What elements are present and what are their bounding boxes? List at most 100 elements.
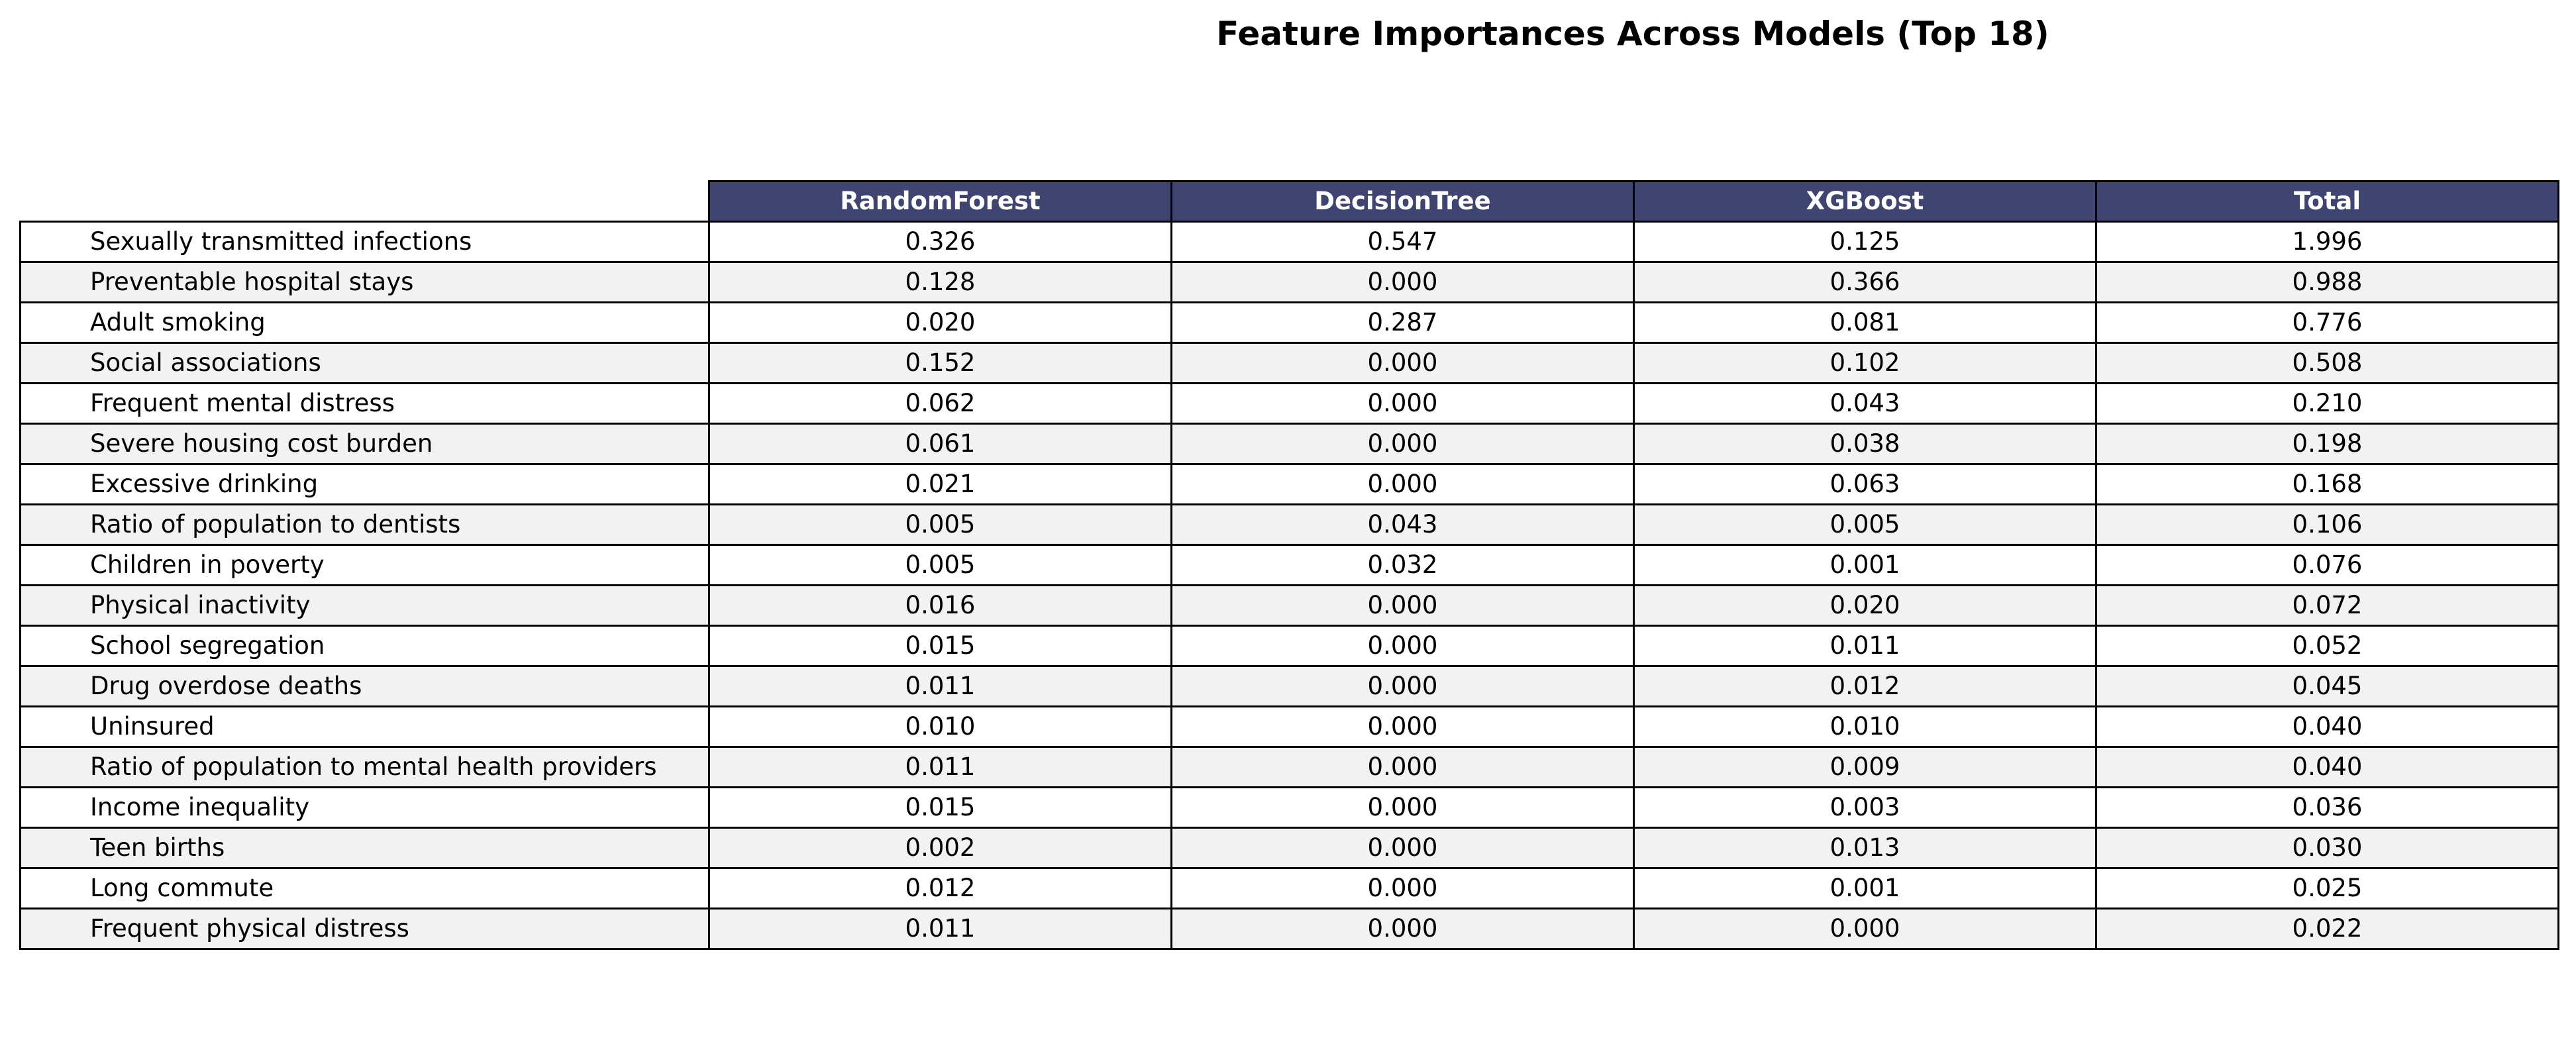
cell-decisiontree: 0.000 [1170,625,1635,667]
table-row: Drug overdose deaths 0.011 0.000 0.012 0.045 [19,665,2559,707]
cell-decisiontree: 0.000 [1170,423,1635,465]
cell-randomforest: 0.015 [708,625,1172,667]
cell-total: 1.996 [2095,221,2559,263]
table-row: Ratio of population to dentists 0.005 0.04… [19,503,2559,546]
cell-total: 0.022 [2095,908,2559,950]
cell-total: 0.036 [2095,786,2559,829]
cell-total: 0.025 [2095,867,2559,909]
cell-total: 0.168 [2095,463,2559,505]
table-row: Severe housing cost burden 0.061 0.000 0.03… [19,423,2559,465]
table-row: Frequent mental distress 0.062 0.000 0.043 0… [19,382,2559,425]
cell-decisiontree: 0.000 [1170,342,1635,384]
row-label: Ratio of population to mental health pro… [19,746,710,788]
cell-total: 0.988 [2095,261,2559,303]
cell-decisiontree: 0.000 [1170,382,1635,425]
cell-decisiontree: 0.000 [1170,261,1635,303]
cell-randomforest: 0.012 [708,867,1172,909]
row-label: Excessive drinking [19,463,710,505]
cell-decisiontree: 0.287 [1170,301,1635,344]
cell-xgboost: 0.366 [1633,261,2097,303]
table-row: Teen births 0.002 0.000 0.013 0.030 [19,827,2559,869]
cell-decisiontree: 0.000 [1170,908,1635,950]
cell-total: 0.072 [2095,584,2559,627]
row-label: Children in poverty [19,544,710,586]
chart-title: Feature Importances Across Models (Top 1… [1216,15,2049,53]
cell-randomforest: 0.011 [708,908,1172,950]
header-row: RandomForest DecisionTree XGBoost Total [21,180,2559,223]
cell-randomforest: 0.010 [708,705,1172,748]
table-row: Excessive drinking 0.021 0.000 0.063 0.168 [19,463,2559,505]
cell-decisiontree: 0.032 [1170,544,1635,586]
table-row: Physical inactivity 0.016 0.000 0.020 0.072 [19,584,2559,627]
cell-decisiontree: 0.043 [1170,503,1635,546]
cell-xgboost: 0.081 [1633,301,2097,344]
cell-total: 0.210 [2095,382,2559,425]
cell-decisiontree: 0.547 [1170,221,1635,263]
table-row: Adult smoking 0.020 0.287 0.081 0.776 [19,301,2559,344]
row-label: Frequent physical distress [19,908,710,950]
cell-total: 0.508 [2095,342,2559,384]
row-label: Adult smoking [19,301,710,344]
cell-total: 0.106 [2095,503,2559,546]
cell-total: 0.052 [2095,625,2559,667]
row-label: Physical inactivity [19,584,710,627]
cell-xgboost: 0.009 [1633,746,2097,788]
cell-total: 0.076 [2095,544,2559,586]
row-label: School segregation [19,625,710,667]
cell-decisiontree: 0.000 [1170,867,1635,909]
cell-randomforest: 0.011 [708,746,1172,788]
cell-xgboost: 0.125 [1633,221,2097,263]
cell-decisiontree: 0.000 [1170,827,1635,869]
cell-randomforest: 0.005 [708,544,1172,586]
table-row: School segregation 0.015 0.000 0.011 0.052 [19,625,2559,667]
feature-importance-table: RandomForest DecisionTree XGBoost Total … [19,180,2559,950]
header-corner [21,182,709,222]
cell-xgboost: 0.011 [1633,625,2097,667]
cell-xgboost: 0.102 [1633,342,2097,384]
table-row: Sexually transmitted infections 0.326 0.54… [19,221,2559,263]
table-row: Children in poverty 0.005 0.032 0.001 0.076 [19,544,2559,586]
row-label: Frequent mental distress [19,382,710,425]
column-header-xgboost: XGBoost [1633,180,2097,223]
cell-randomforest: 0.020 [708,301,1172,344]
row-label: Ratio of population to dentists [19,503,710,546]
row-label: Social associations [19,342,710,384]
row-label: Preventable hospital stays [19,261,710,303]
cell-xgboost: 0.005 [1633,503,2097,546]
cell-total: 0.030 [2095,827,2559,869]
cell-decisiontree: 0.000 [1170,463,1635,505]
column-header-decisiontree: DecisionTree [1170,180,1635,223]
cell-xgboost: 0.003 [1633,786,2097,829]
cell-xgboost: 0.020 [1633,584,2097,627]
cell-xgboost: 0.043 [1633,382,2097,425]
cell-decisiontree: 0.000 [1170,665,1635,707]
table-row: Long commute 0.012 0.000 0.001 0.025 [19,867,2559,909]
row-label: Income inequality [19,786,710,829]
cell-randomforest: 0.326 [708,221,1172,263]
column-header-total: Total [2095,180,2559,223]
row-label: Teen births [19,827,710,869]
table-row: Uninsured 0.010 0.000 0.010 0.040 [19,705,2559,748]
table-row: Frequent physical distress 0.011 0.000 0.00… [19,908,2559,950]
table-row: Preventable hospital stays 0.128 0.000 0.36… [19,261,2559,303]
cell-randomforest: 0.061 [708,423,1172,465]
cell-xgboost: 0.038 [1633,423,2097,465]
cell-randomforest: 0.002 [708,827,1172,869]
cell-decisiontree: 0.000 [1170,786,1635,829]
cell-decisiontree: 0.000 [1170,746,1635,788]
cell-decisiontree: 0.000 [1170,705,1635,748]
cell-total: 0.040 [2095,746,2559,788]
cell-randomforest: 0.128 [708,261,1172,303]
cell-xgboost: 0.000 [1633,908,2097,950]
row-label: Uninsured [19,705,710,748]
cell-xgboost: 0.063 [1633,463,2097,505]
cell-randomforest: 0.062 [708,382,1172,425]
cell-randomforest: 0.011 [708,665,1172,707]
cell-xgboost: 0.010 [1633,705,2097,748]
cell-randomforest: 0.015 [708,786,1172,829]
row-label: Sexually transmitted infections [19,221,710,263]
cell-randomforest: 0.005 [708,503,1172,546]
cell-total: 0.776 [2095,301,2559,344]
table-row: Social associations 0.152 0.000 0.102 0.508 [19,342,2559,384]
cell-randomforest: 0.152 [708,342,1172,384]
